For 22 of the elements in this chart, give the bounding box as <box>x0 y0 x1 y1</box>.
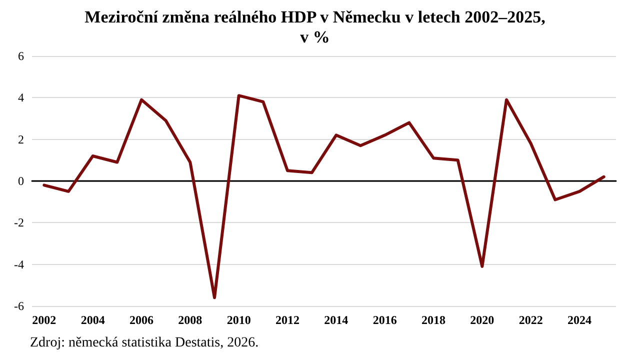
x-tick-label: 2010 <box>226 313 251 327</box>
x-tick-label: 2020 <box>470 313 494 327</box>
y-tick-label: 0 <box>18 174 24 188</box>
y-tick-label: 4 <box>18 90 24 105</box>
y-tick-label: 2 <box>18 132 24 146</box>
x-tick-label: 2002 <box>32 313 56 327</box>
y-tick-label: -6 <box>14 299 24 313</box>
x-tick-label: 2018 <box>422 313 446 327</box>
x-tick-label: 2012 <box>276 313 300 327</box>
y-tick-label: -4 <box>14 257 24 272</box>
x-tick-label: 2004 <box>80 313 105 327</box>
x-tick-label: 2008 <box>178 313 202 327</box>
x-tick-label: 2022 <box>518 313 543 327</box>
chart-title: Meziroční změna reálného HDP v Německu v letech 2002–2025, v % <box>84 8 546 46</box>
x-tick-label: 2016 <box>372 313 397 327</box>
x-tick-label: 2006 <box>130 313 154 327</box>
x-tick-label: 2014 <box>324 313 348 327</box>
line-series <box>42 94 606 300</box>
y-tick-label: 6 <box>18 49 24 63</box>
text: Zdroj: německá statistika Destatis, 2026. <box>30 336 259 350</box>
x-tick-label: 2024 <box>568 313 592 327</box>
y-tick-label: -2 <box>14 216 24 230</box>
